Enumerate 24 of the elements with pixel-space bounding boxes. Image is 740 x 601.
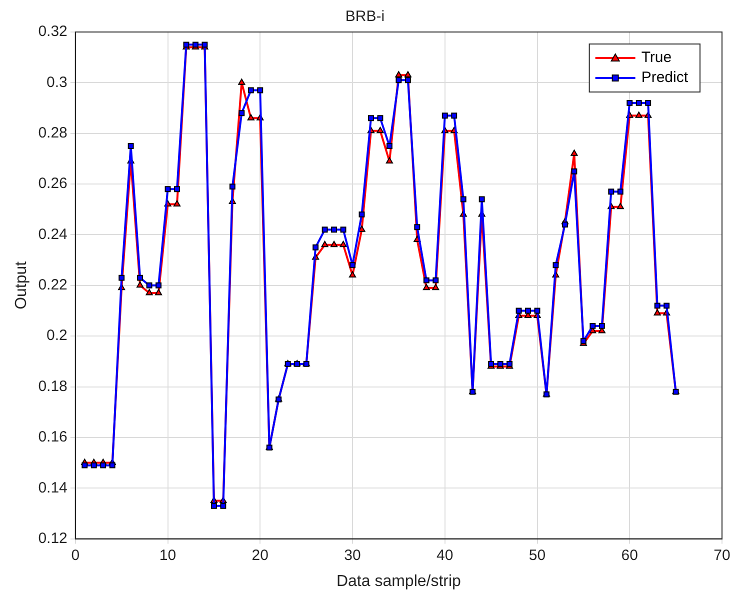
x-tick-label: 70: [714, 546, 730, 564]
x-tick-label: 0: [71, 546, 80, 564]
x-tick-label: 20: [252, 546, 268, 564]
legend-label: Predict: [641, 69, 689, 86]
x-tick-label: 50: [528, 546, 546, 564]
x-tick-label: 30: [344, 546, 361, 564]
y-tick-label: 0.14: [38, 479, 68, 496]
x-axis-title: Data sample/strip: [336, 572, 462, 590]
y-tick-label: 0.18: [38, 378, 68, 395]
y-tick-label: 0.12: [38, 530, 68, 547]
y-axis-title: Output: [13, 260, 30, 310]
y-tick-label: 0.24: [38, 226, 68, 243]
legend-label: True: [641, 49, 672, 66]
y-tick-label: 0.2: [46, 327, 68, 344]
y-tick-label: 0.3: [46, 74, 68, 91]
y-tick-label: 0.32: [38, 23, 68, 40]
x-tick-label: 60: [621, 546, 638, 564]
x-tick-label: 10: [159, 546, 176, 564]
y-tick-label: 0.22: [38, 276, 68, 294]
chart-title: BRB-i: [345, 8, 385, 26]
y-tick-label: 0.28: [38, 124, 68, 142]
x-tick-label: 40: [436, 546, 454, 564]
y-tick-label: 0.26: [38, 175, 68, 192]
y-tick-label: 0.16: [38, 428, 68, 446]
